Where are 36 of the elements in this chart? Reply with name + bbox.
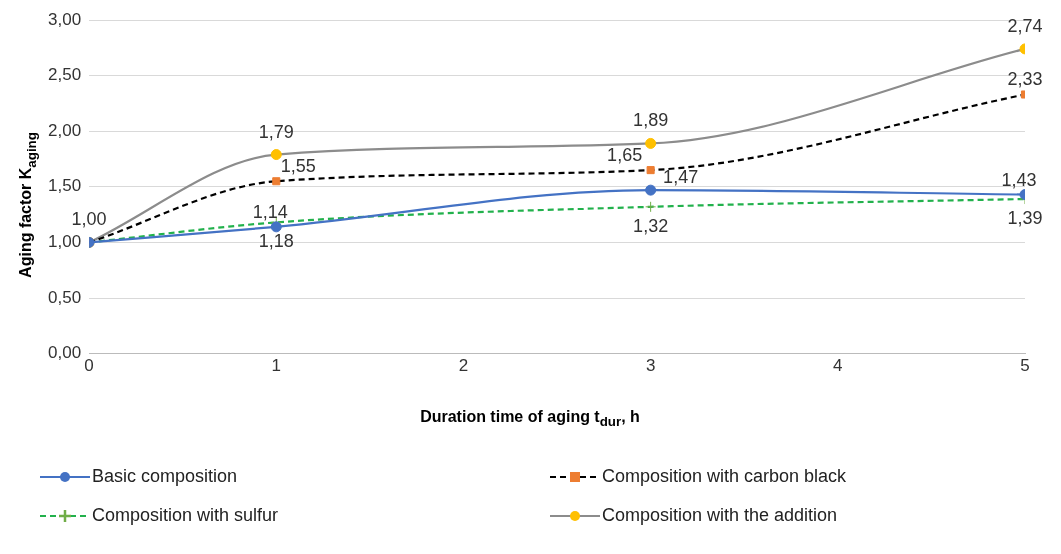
y-tick-label: 2,50 (47, 65, 82, 85)
legend-label: Composition with carbon black (602, 466, 847, 487)
y-tick-label: 3,00 (47, 9, 82, 29)
point (645, 201, 657, 213)
x-tick-label: 1 (271, 356, 281, 376)
data-label: 2,74 (1007, 15, 1043, 36)
data-label: 1,43 (1001, 169, 1037, 190)
data-label: 2,33 (1007, 69, 1043, 90)
legend-label: Composition with the addition (602, 505, 838, 526)
data-label: 1,32 (633, 215, 669, 236)
x-tick-label: 4 (833, 356, 843, 376)
x-tick-label: 5 (1020, 356, 1030, 376)
data-label: 1,18 (258, 231, 294, 252)
y-tick-label: 1,00 (47, 232, 82, 252)
point (645, 137, 657, 149)
point (646, 166, 655, 175)
data-label: 1,39 (1007, 208, 1043, 228)
data-label: 1,79 (258, 121, 294, 142)
x-tick-label: 3 (645, 356, 656, 376)
x-axis-title: Duration time of aging t$_{dur}$, h (420, 408, 640, 430)
x-tick-label: 0 (84, 356, 94, 376)
point (270, 149, 282, 161)
point (272, 177, 281, 186)
data-label: 1,65 (607, 145, 643, 166)
y-tick-label: 0,00 (47, 343, 82, 363)
data-label: 1,55 (280, 156, 316, 177)
legend-label: Composition with sulfur (92, 505, 279, 526)
legend-label: Basic composition (92, 466, 238, 487)
y-tick-label: 2,00 (47, 120, 82, 140)
data-label: 1,00 (71, 209, 107, 230)
y-tick-label: 1,50 (47, 176, 82, 196)
x-tick-label: 2 (458, 356, 469, 376)
y-tick-label: 0,50 (47, 287, 82, 307)
data-label: 1,47 (663, 167, 699, 188)
data-label: 1,89 (633, 110, 669, 131)
data-label: 1,14 (252, 201, 288, 222)
